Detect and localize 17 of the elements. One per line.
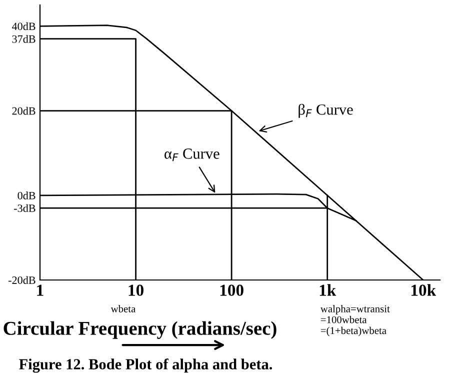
annotation: β$_{F}$ Curve <box>298 104 353 118</box>
caption: Figure 12. Bode Plot of alpha and beta. <box>19 358 272 373</box>
y-tick-label: 20dB <box>12 106 36 115</box>
y-tick-label: -20dB <box>8 276 36 284</box>
x-tick-label: 100 <box>220 284 244 296</box>
x-tick-label: 1 <box>37 284 44 296</box>
x-axis-title: Circular Frequency (radians/sec) <box>4 321 276 339</box>
y-tick-label: 40dB <box>12 22 36 30</box>
y-tick-label: -3dB <box>14 204 36 212</box>
y-tick-label: 0dB <box>18 192 36 200</box>
x-tick-label: 1k <box>320 284 336 296</box>
annotation: wbeta <box>110 305 136 312</box>
y-tick-label: 37dB <box>12 34 36 43</box>
x-tick-label: 10 <box>128 284 144 296</box>
annotation: walpha=wtransit =100wbeta =(1+beta)wbeta <box>320 305 390 336</box>
x-tick-label: 10k <box>412 284 436 296</box>
annotation: α$_{F}$ Curve <box>164 148 220 162</box>
